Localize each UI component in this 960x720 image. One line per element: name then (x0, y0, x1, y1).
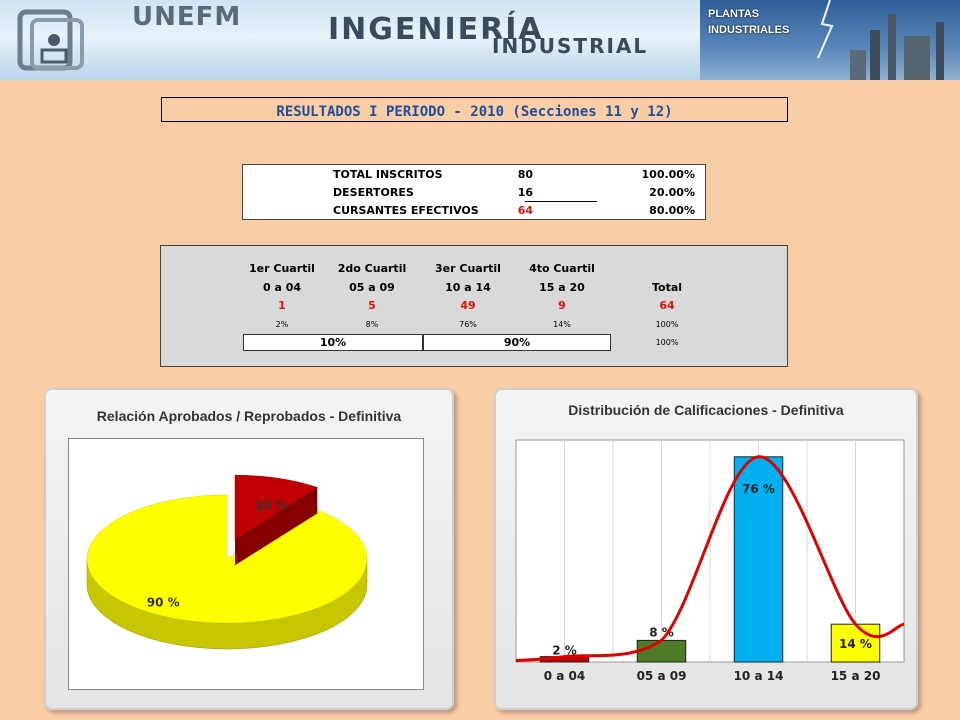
plant-photo: PLANTAS INDUSTRIALES (700, 0, 960, 80)
plant-label: PLANTAS INDUSTRIALES (708, 8, 790, 36)
quartile-count: 5 (368, 299, 376, 312)
bar-data-label: 14 % (839, 637, 872, 651)
bar-chart: 2 % 0 a 04 8 % 05 a 09 76 % 10 a 14 14 % 15 a 2… (515, 439, 905, 683)
pie-data-label: 10 % (254, 499, 287, 513)
reprobados-percent-box: 10% (243, 334, 423, 351)
quartile-range: 05 a 09 (349, 281, 395, 294)
results-title: RESULTADOS I PERIODO - 2010 (Secciones 1… (276, 104, 673, 120)
summary-row-total: TOTAL INSCRITOS 80 100.00% (333, 168, 695, 181)
quartile-percent: 14% (553, 320, 571, 329)
pie-slice-1: 90 % (86, 494, 368, 650)
x-tick-label: 05 a 09 (637, 669, 687, 683)
aprobados-percent-box: 90% (423, 334, 611, 351)
pie-plot-area: 90 % 10 % (68, 438, 424, 690)
bar-3 (830, 623, 881, 663)
summary-row-dropouts: DESERTORES 16 20.00% (333, 186, 695, 199)
results-title-box: RESULTADOS I PERIODO - 2010 (Secciones 1… (161, 97, 788, 122)
quartile-name: 2do Cuartil (337, 262, 407, 275)
pie-chart: 90 % 10 % (86, 474, 368, 650)
banner-title-line1: INGENIERÍA (328, 12, 544, 47)
quartile-count: 9 (558, 299, 566, 312)
quartile-count: 49 (460, 299, 476, 312)
banner-title-line2: INDUSTRIAL (492, 34, 649, 58)
bar-data-label: 8 % (649, 625, 674, 639)
industrial-plant-icon (817, 0, 944, 80)
quartile-range: 10 a 14 (445, 281, 491, 294)
quartile-name: 1er Cuartil (249, 262, 315, 275)
quartile-count: 1 (278, 299, 286, 312)
bar-data-label: 76 % (742, 482, 775, 496)
summary-table: TOTAL INSCRITOS 80 100.00% DESERTORES 16… (242, 164, 706, 220)
quartile-total-label: Total (651, 281, 683, 294)
brand-name: UNEFM (132, 2, 242, 32)
quartile-percent: 2% (275, 320, 289, 329)
bar-2 (733, 456, 784, 663)
trend-curve (515, 455, 905, 663)
quartile-total-percent: 100% (655, 320, 679, 329)
x-tick-label: 10 a 14 (734, 669, 784, 683)
bar-data-label: 2 % (552, 644, 577, 658)
pie-slice-0: 10 % (234, 474, 318, 566)
pie-chart-title: Relación Aprobados / Reprobados - Defini… (96, 408, 402, 424)
pie-data-label: 90 % (147, 595, 180, 609)
quartile-table: 1er Cuartil 2do Cuartil 3er Cuartil 4to … (160, 245, 788, 367)
banner: UNEFM INGENIERÍA INDUSTRIAL PLANTAS INDU… (0, 0, 960, 80)
bar-chart-panel: Distribución de Calificaciones - Definit… (494, 388, 918, 710)
quartile-percent: 8% (365, 320, 379, 329)
quartile-range: 0 a 04 (262, 281, 302, 294)
quartile-range: 15 a 20 (539, 281, 585, 294)
quartile-total-count: 64 (659, 299, 675, 312)
quartile-percent: 76% (459, 320, 477, 329)
bar-chart-title: Distribución de Calificaciones - Definit… (568, 402, 844, 418)
unefm-logo-icon (17, 9, 84, 71)
x-tick-label: 0 a 04 (544, 669, 586, 683)
summary-underline (525, 201, 597, 202)
group-total-percent: 100% (655, 338, 679, 347)
quartile-name: 4to Cuartil (529, 262, 595, 275)
bar-1 (636, 639, 687, 663)
summary-row-effective: CURSANTES EFECTIVOS 64 80.00% (333, 204, 695, 217)
pie-chart-panel: Relación Aprobados / Reprobados - Defini… (44, 388, 454, 710)
quartile-name: 3er Cuartil (435, 262, 501, 275)
x-tick-label: 15 a 20 (831, 669, 881, 683)
